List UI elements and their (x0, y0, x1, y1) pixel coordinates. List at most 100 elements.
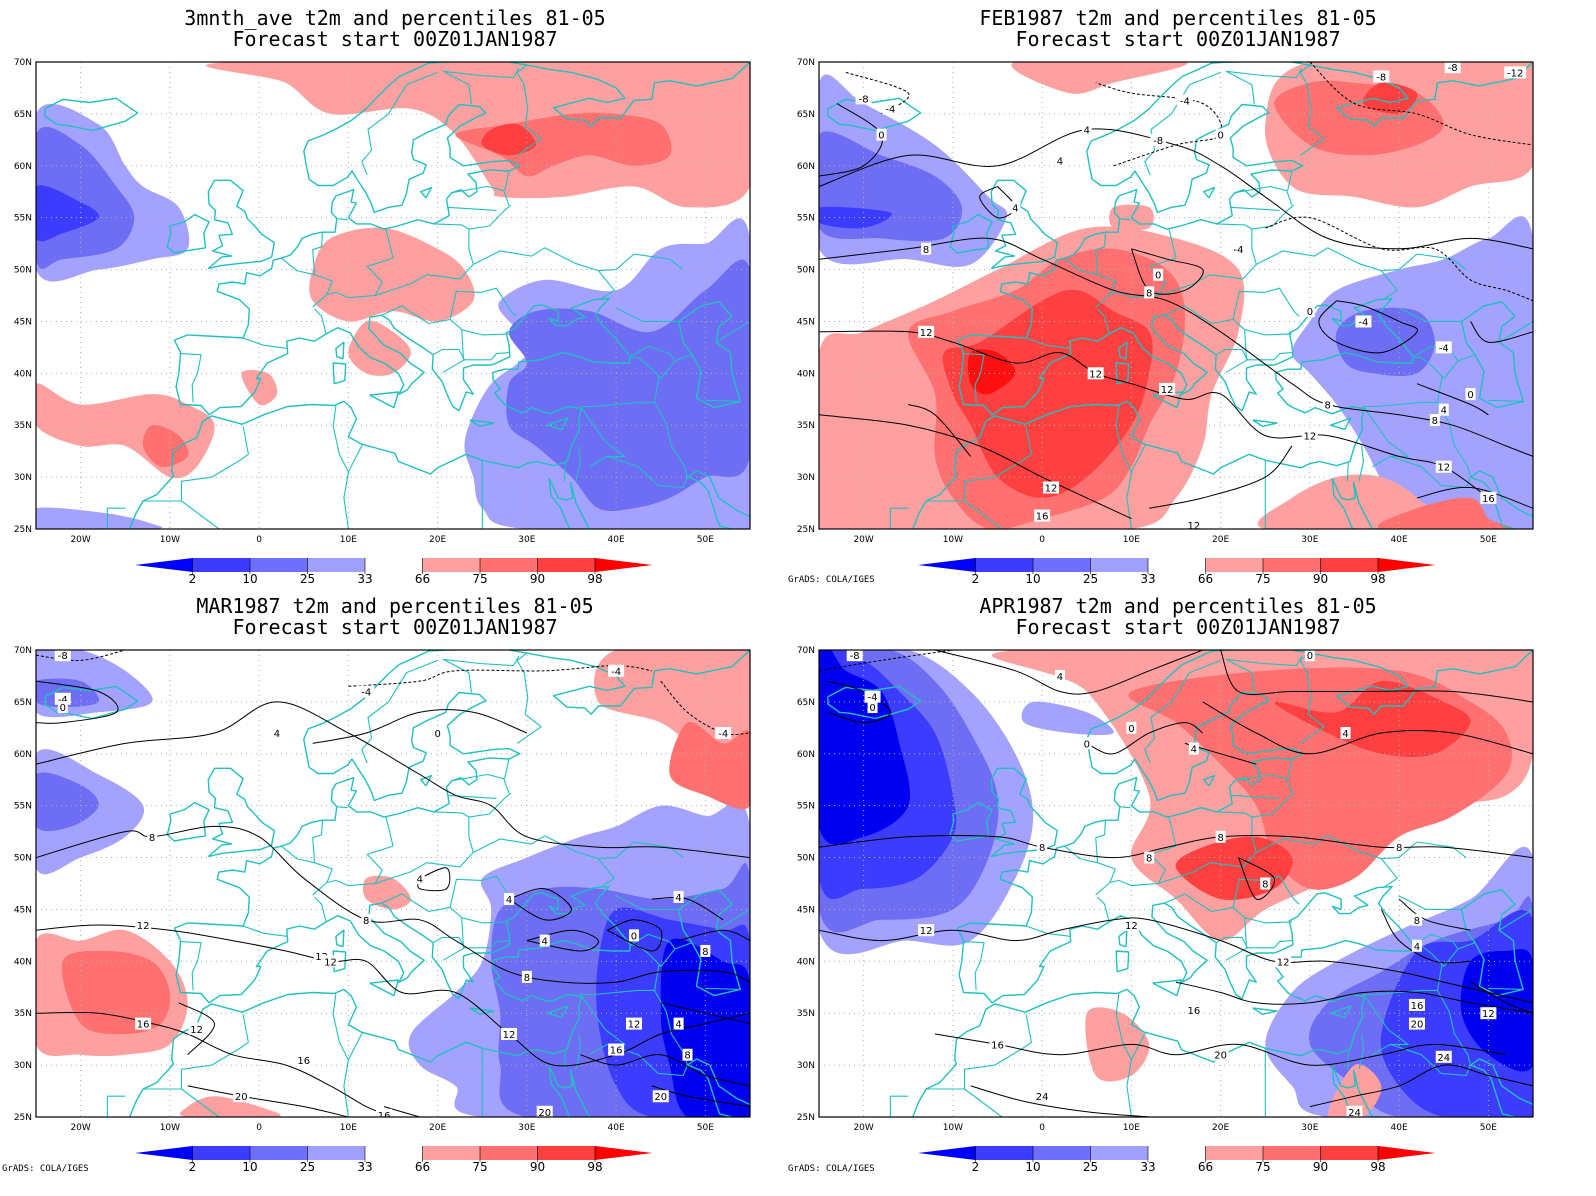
country-border (1225, 67, 1303, 79)
percentile-legend: 2 10 25 33 66 75 90 98 (918, 558, 1436, 586)
legend-label: 25 (300, 1160, 315, 1174)
axis-labels: 70N 65N 60N 55N 50N 45N 40N 35N 30N 25N 20W 10W 0 10E… (797, 58, 1497, 545)
country-border (442, 67, 520, 79)
contour-label: 12 (137, 921, 150, 932)
contour-label-bg (1176, 94, 1193, 107)
coastline (166, 213, 210, 254)
contour-label: 8 (1039, 843, 1045, 854)
percentile-region-red-mid (669, 721, 750, 810)
coastline (207, 179, 275, 270)
country-border (468, 204, 512, 230)
contour-label-bg (295, 1053, 312, 1066)
coastline (420, 186, 433, 199)
contour-line (1380, 909, 1471, 964)
contour-label-bg (1411, 913, 1422, 926)
contour-label: 0 (869, 703, 875, 714)
contour-label: 12 (920, 328, 933, 339)
country-border (1381, 841, 1467, 860)
country-border (1230, 794, 1280, 799)
latitude-label: 50N (14, 854, 32, 864)
country-border (106, 507, 126, 529)
map-frame (818, 61, 1534, 530)
latitude-label: 40N (14, 957, 32, 967)
contour-label-bg (1010, 201, 1021, 214)
contour-label: 4 (1414, 942, 1420, 953)
country-border (1413, 345, 1476, 362)
contour-label-bg (135, 919, 152, 932)
country-border (1097, 896, 1110, 923)
contour-label: 0 (878, 131, 884, 142)
contour-label: 0 (434, 729, 440, 740)
country-border (106, 1095, 126, 1117)
coastline (1291, 62, 1533, 128)
legend-label: 75 (1255, 572, 1270, 586)
contour-label-bg (1081, 123, 1092, 136)
legend-swatch (537, 558, 595, 572)
latitude-label: 60N (14, 162, 32, 172)
country-border (1390, 455, 1472, 489)
legend-label: 90 (530, 1160, 545, 1174)
legend-swatch (365, 1146, 423, 1160)
country-border (1287, 758, 1293, 779)
contour-label: 8 (1146, 288, 1152, 299)
latitude-label: 35N (14, 1009, 32, 1019)
coastline (1460, 301, 1524, 409)
map-panel-apr1987: APR1987 t2m and percentiles 81-05 Foreca… (783, 588, 1573, 1188)
contour-label-bg (233, 1090, 250, 1103)
legend-swatch (365, 558, 423, 572)
country-border (461, 329, 510, 361)
country-border (343, 1031, 364, 1117)
country-border (374, 811, 474, 885)
contour-label: 8 (1396, 843, 1402, 854)
latitude-label: 30N (14, 473, 32, 483)
country-border (242, 925, 288, 937)
percentile-region-blue-mid (36, 772, 99, 832)
longitude-label: 40E (1391, 1123, 1408, 1133)
country-border (1346, 1050, 1349, 1070)
latitude-label: 60N (797, 162, 815, 172)
country-border (449, 287, 517, 320)
contour-line (348, 665, 652, 687)
country-border (630, 345, 693, 362)
percentile-region-blue-max (660, 938, 750, 1117)
longitude-label: 40E (608, 1123, 625, 1133)
contour-label-bg (135, 1017, 152, 1030)
coastline (44, 685, 139, 720)
percentile-region-blue-light (36, 507, 163, 529)
contour-line (1202, 701, 1533, 755)
longitude-label: 50E (1480, 1123, 1497, 1133)
country-border (332, 993, 349, 1061)
country-border (281, 257, 333, 308)
contour-label-bg (1444, 62, 1461, 74)
country-border (432, 348, 465, 373)
percentile-region-red-dark (942, 289, 1153, 498)
country-border (1362, 994, 1409, 1056)
contour-label: 12 (628, 1020, 641, 1031)
coastline (1331, 477, 1382, 529)
coastline (1203, 186, 1216, 199)
contour-label-bg (1435, 341, 1452, 354)
contour-label: 12 (1482, 1009, 1495, 1020)
legend-swatch (1320, 1146, 1378, 1160)
percentile-region-red-mid (142, 424, 189, 467)
coastline (548, 1065, 599, 1117)
contour-label: 12 (503, 1030, 516, 1041)
longitude-label: 10E (340, 1123, 357, 1133)
country-border (473, 247, 615, 301)
country-border (1115, 405, 1132, 473)
contour-label-bg (501, 1027, 518, 1040)
contour-line (827, 680, 891, 724)
contour-label-bg (921, 242, 932, 255)
contour-label-bg (876, 128, 887, 141)
contour-line (606, 919, 663, 952)
latitude-label: 55N (797, 802, 815, 812)
country-border (1390, 1043, 1472, 1077)
country-border (326, 816, 394, 887)
country-border (1025, 337, 1071, 349)
coastline (1331, 1066, 1357, 1117)
coastline (1330, 1005, 1352, 1019)
coastline (990, 767, 1058, 858)
contour-label: -4 (58, 695, 68, 706)
